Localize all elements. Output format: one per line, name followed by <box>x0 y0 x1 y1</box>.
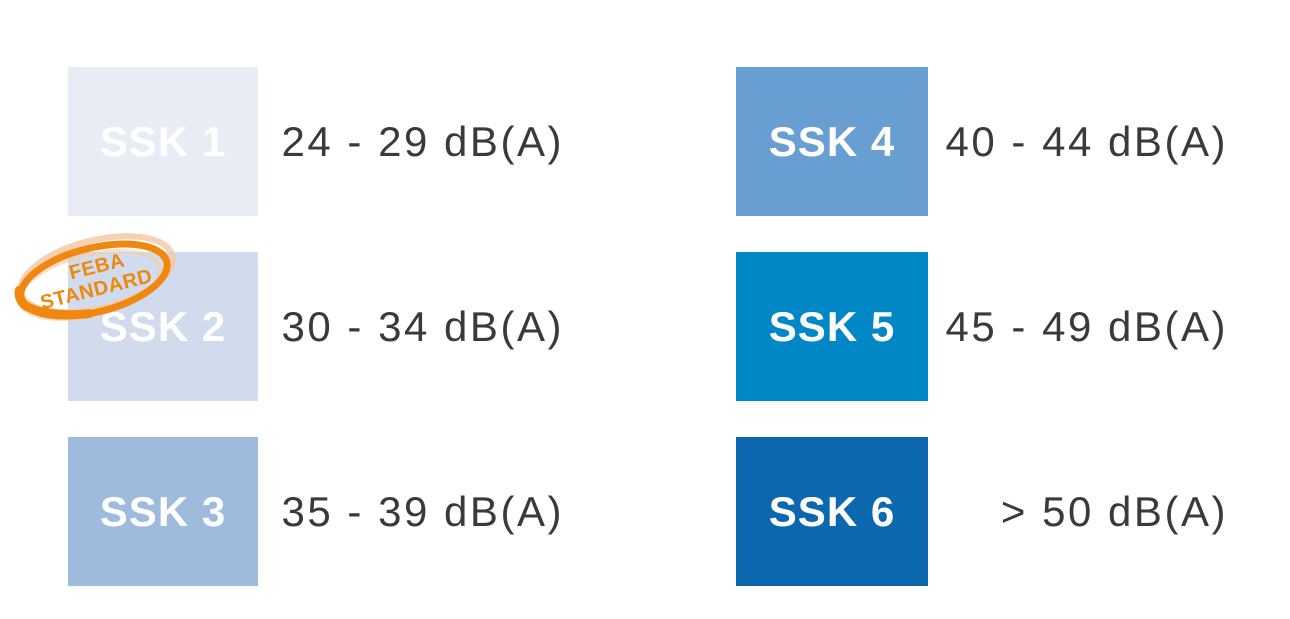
ssk5-box: SSK 5 <box>736 252 928 401</box>
ssk4-box: SSK 4 <box>736 67 928 216</box>
ssk5-range: 45 - 49 dB(A) <box>945 302 1228 350</box>
stamp-ring-brush-accent <box>14 285 94 320</box>
ssk5-label: SSK 5 <box>768 302 896 350</box>
ssk1-range: 24 - 29 dB(A) <box>281 117 564 165</box>
ssk6-range: > 50 dB(A) <box>1000 487 1228 535</box>
ssk6-label: SSK 6 <box>768 487 896 535</box>
ssk3-label: SSK 3 <box>99 487 227 535</box>
ssk3-box: SSK 3 <box>68 437 258 586</box>
ssk3-range: 35 - 39 dB(A) <box>281 487 564 535</box>
ssk1-label: SSK 1 <box>99 117 227 165</box>
ssk6-box: SSK 6 <box>736 437 928 586</box>
ssk4-range: 40 - 44 dB(A) <box>945 117 1228 165</box>
ssk2-range: 30 - 34 dB(A) <box>281 302 564 350</box>
ssk1-box: SSK 1 <box>68 67 258 216</box>
ssk4-label: SSK 4 <box>768 117 896 165</box>
feba-standard-stamp: FEBA STANDARD <box>14 233 176 322</box>
